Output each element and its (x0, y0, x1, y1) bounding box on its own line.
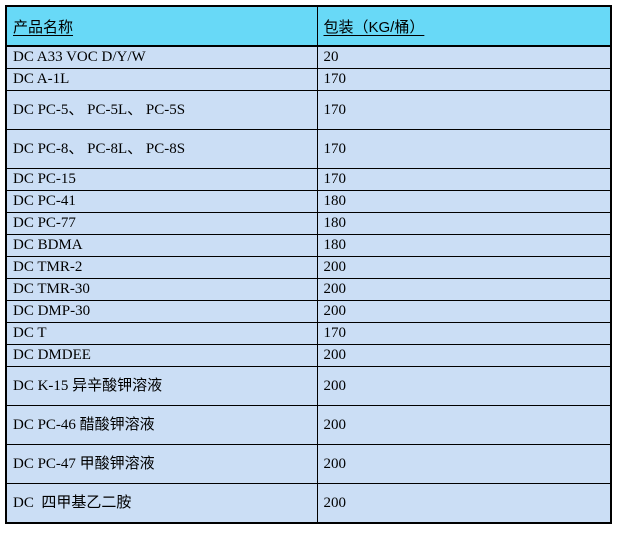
package-size-cell: 200 (316, 366, 612, 406)
package-size-cell: 20 (316, 45, 612, 69)
package-size-cell: 170 (316, 129, 612, 169)
package-size-cell: 200 (316, 483, 612, 524)
product-name-cell: DC BDMA (5, 234, 318, 257)
product-name-cell: DC DMDEE (5, 344, 318, 367)
package-size-cell: 170 (316, 68, 612, 91)
table-row: DC T 170 (5, 322, 612, 345)
table-row: DC TMR-30 200 (5, 278, 612, 301)
package-size-cell: 180 (316, 190, 612, 213)
header-row: 产品名称 包装（KG/桶） (5, 5, 612, 47)
package-size-cell: 170 (316, 90, 612, 130)
product-name-cell: DC A33 VOC D/Y/W (5, 45, 318, 69)
table-row: DC TMR-2 200 (5, 256, 612, 279)
product-table-body: DC A33 VOC D/Y/W 20 DC A-1L 170 DC PC-5、… (5, 45, 612, 524)
table-row: DC PC-41 180 (5, 190, 612, 213)
product-name-cell: DC DMP-30 (5, 300, 318, 323)
product-name-cell: DC TMR-30 (5, 278, 318, 301)
product-name-cell: DC 四甲基乙二胺 (5, 483, 318, 524)
table-row: DC PC-8、 PC-8L、 PC-8S 170 (5, 129, 612, 169)
product-name-cell: DC PC-8、 PC-8L、 PC-8S (5, 129, 318, 169)
table-row: DC K-15 异辛酸钾溶液 200 (5, 366, 612, 406)
product-name-cell: DC TMR-2 (5, 256, 318, 279)
package-size-cell: 200 (316, 405, 612, 445)
product-name-cell: DC PC-47 甲酸钾溶液 (5, 444, 318, 484)
table-row: DC BDMA 180 (5, 234, 612, 257)
table-row: DC DMP-30 200 (5, 300, 612, 323)
product-name-cell: DC PC-5、 PC-5L、 PC-5S (5, 90, 318, 130)
product-name-cell: DC PC-15 (5, 168, 318, 191)
table-row: DC A33 VOC D/Y/W 20 (5, 45, 612, 69)
table-header-row: 产品名称 包装（KG/桶） (5, 5, 612, 47)
table-row: DC PC-5、 PC-5L、 PC-5S 170 (5, 90, 612, 130)
package-size-cell: 170 (316, 168, 612, 191)
package-size-cell: 180 (316, 234, 612, 257)
product-name-cell: DC A-1L (5, 68, 318, 91)
table-row: DC PC-47 甲酸钾溶液 200 (5, 444, 612, 484)
product-name-cell: DC PC-41 (5, 190, 318, 213)
package-size-cell: 200 (316, 278, 612, 301)
package-size-cell: 200 (316, 444, 612, 484)
table-row: DC 四甲基乙二胺 200 (5, 483, 612, 524)
table-row: DC PC-15 170 (5, 168, 612, 191)
table-row: DC PC-46 醋酸钾溶液 200 (5, 405, 612, 445)
table-row: DC A-1L 170 (5, 68, 612, 91)
package-size-cell: 200 (316, 344, 612, 367)
product-name-cell: DC T (5, 322, 318, 345)
product-name-cell: DC PC-46 醋酸钾溶液 (5, 405, 318, 445)
col-header-package: 包装（KG/桶） (316, 5, 612, 47)
table-row: DC PC-77 180 (5, 212, 612, 235)
package-size-cell: 180 (316, 212, 612, 235)
table-row: DC DMDEE 200 (5, 344, 612, 367)
col-header-product-name: 产品名称 (5, 5, 318, 47)
product-packaging-table: 产品名称 包装（KG/桶） DC A33 VOC D/Y/W 20 DC A-1… (5, 5, 612, 524)
package-size-cell: 170 (316, 322, 612, 345)
product-name-cell: DC K-15 异辛酸钾溶液 (5, 366, 318, 406)
package-size-cell: 200 (316, 300, 612, 323)
package-size-cell: 200 (316, 256, 612, 279)
product-name-cell: DC PC-77 (5, 212, 318, 235)
